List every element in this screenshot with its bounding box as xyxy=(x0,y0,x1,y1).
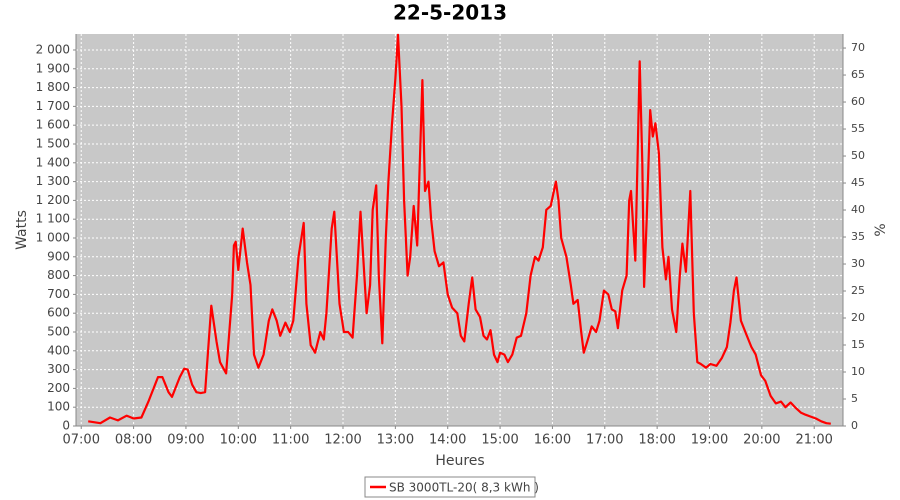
y-tick-label: 1 600 xyxy=(36,118,70,132)
y2-tick-label: 65 xyxy=(851,68,865,81)
y2-tick-label: 35 xyxy=(851,230,865,243)
y-tick-label: 1 000 xyxy=(36,230,70,244)
x-tick-label: 12:00 xyxy=(324,433,361,448)
y2-tick-label: 0 xyxy=(851,419,858,432)
x-tick-label: 20:00 xyxy=(743,433,780,448)
y2-tick-label: 70 xyxy=(851,41,865,54)
y-tick-label: 400 xyxy=(47,343,70,357)
y2-axis-label: % xyxy=(873,223,889,236)
y2-tick-label: 45 xyxy=(851,176,865,189)
x-tick-label: 17:00 xyxy=(586,433,623,448)
y2-tick-label: 10 xyxy=(851,365,865,378)
x-tick-label: 16:00 xyxy=(534,433,571,448)
y2-tick-label: 60 xyxy=(851,95,865,108)
x-tick-label: 11:00 xyxy=(272,433,309,448)
data-line xyxy=(88,33,831,425)
y-tick-label: 700 xyxy=(47,287,70,301)
y2-tick-label: 50 xyxy=(851,149,865,162)
x-tick-label: 09:00 xyxy=(167,433,204,448)
y-tick-label: 500 xyxy=(47,324,70,338)
marks xyxy=(88,33,831,425)
chart-title: 22-5-2013 xyxy=(393,1,507,25)
x-tick-label: 14:00 xyxy=(429,433,466,448)
y-axis-label: Watts xyxy=(14,210,30,250)
x-axis-label: Heures xyxy=(435,453,484,469)
y-tick-label: 1 200 xyxy=(36,193,70,207)
y-tick-label: 1 800 xyxy=(36,80,70,94)
y-tick-label: 1 500 xyxy=(36,136,70,150)
x-tick-label: 13:00 xyxy=(377,433,414,448)
y2-tick-label: 55 xyxy=(851,122,865,135)
x-tick-label: 07:00 xyxy=(63,433,100,448)
y2-tick-label: 5 xyxy=(851,392,858,405)
y2-tick-label: 25 xyxy=(851,284,865,297)
plot-area xyxy=(76,34,843,426)
x-tick-label: 08:00 xyxy=(115,433,152,448)
y-tick-label: 2 000 xyxy=(36,42,70,56)
x-tick-label: 19:00 xyxy=(691,433,728,448)
x-tick-label: 10:00 xyxy=(220,433,257,448)
y-tick-label: 800 xyxy=(47,268,70,282)
y-tick-label: 1 900 xyxy=(36,61,70,75)
y-tick-label: 1 300 xyxy=(36,174,70,188)
x-tick-label: 15:00 xyxy=(481,433,518,448)
y2-tick-label: 30 xyxy=(851,257,865,270)
legend-box xyxy=(364,476,536,498)
y-tick-label: 1 100 xyxy=(36,212,70,226)
x-tick-label: 18:00 xyxy=(638,433,675,448)
y-tick-label: 1 700 xyxy=(36,99,70,113)
y2-tick-label: 40 xyxy=(851,203,865,216)
y2-tick-label: 20 xyxy=(851,311,865,324)
y-tick-label: 0 xyxy=(62,419,70,433)
x-tick-label: 21:00 xyxy=(795,433,832,448)
y2-tick-label: 15 xyxy=(851,338,865,351)
y-tick-label: 1 400 xyxy=(36,155,70,169)
y-tick-label: 200 xyxy=(47,381,70,395)
y-tick-label: 100 xyxy=(47,400,70,414)
grid xyxy=(76,34,843,427)
y-tick-label: 900 xyxy=(47,249,70,263)
y-tick-label: 600 xyxy=(47,306,70,320)
y-tick-label: 300 xyxy=(47,362,70,376)
legend-label: SB 3000TL-20( 8,3 kWh ) xyxy=(389,481,539,495)
